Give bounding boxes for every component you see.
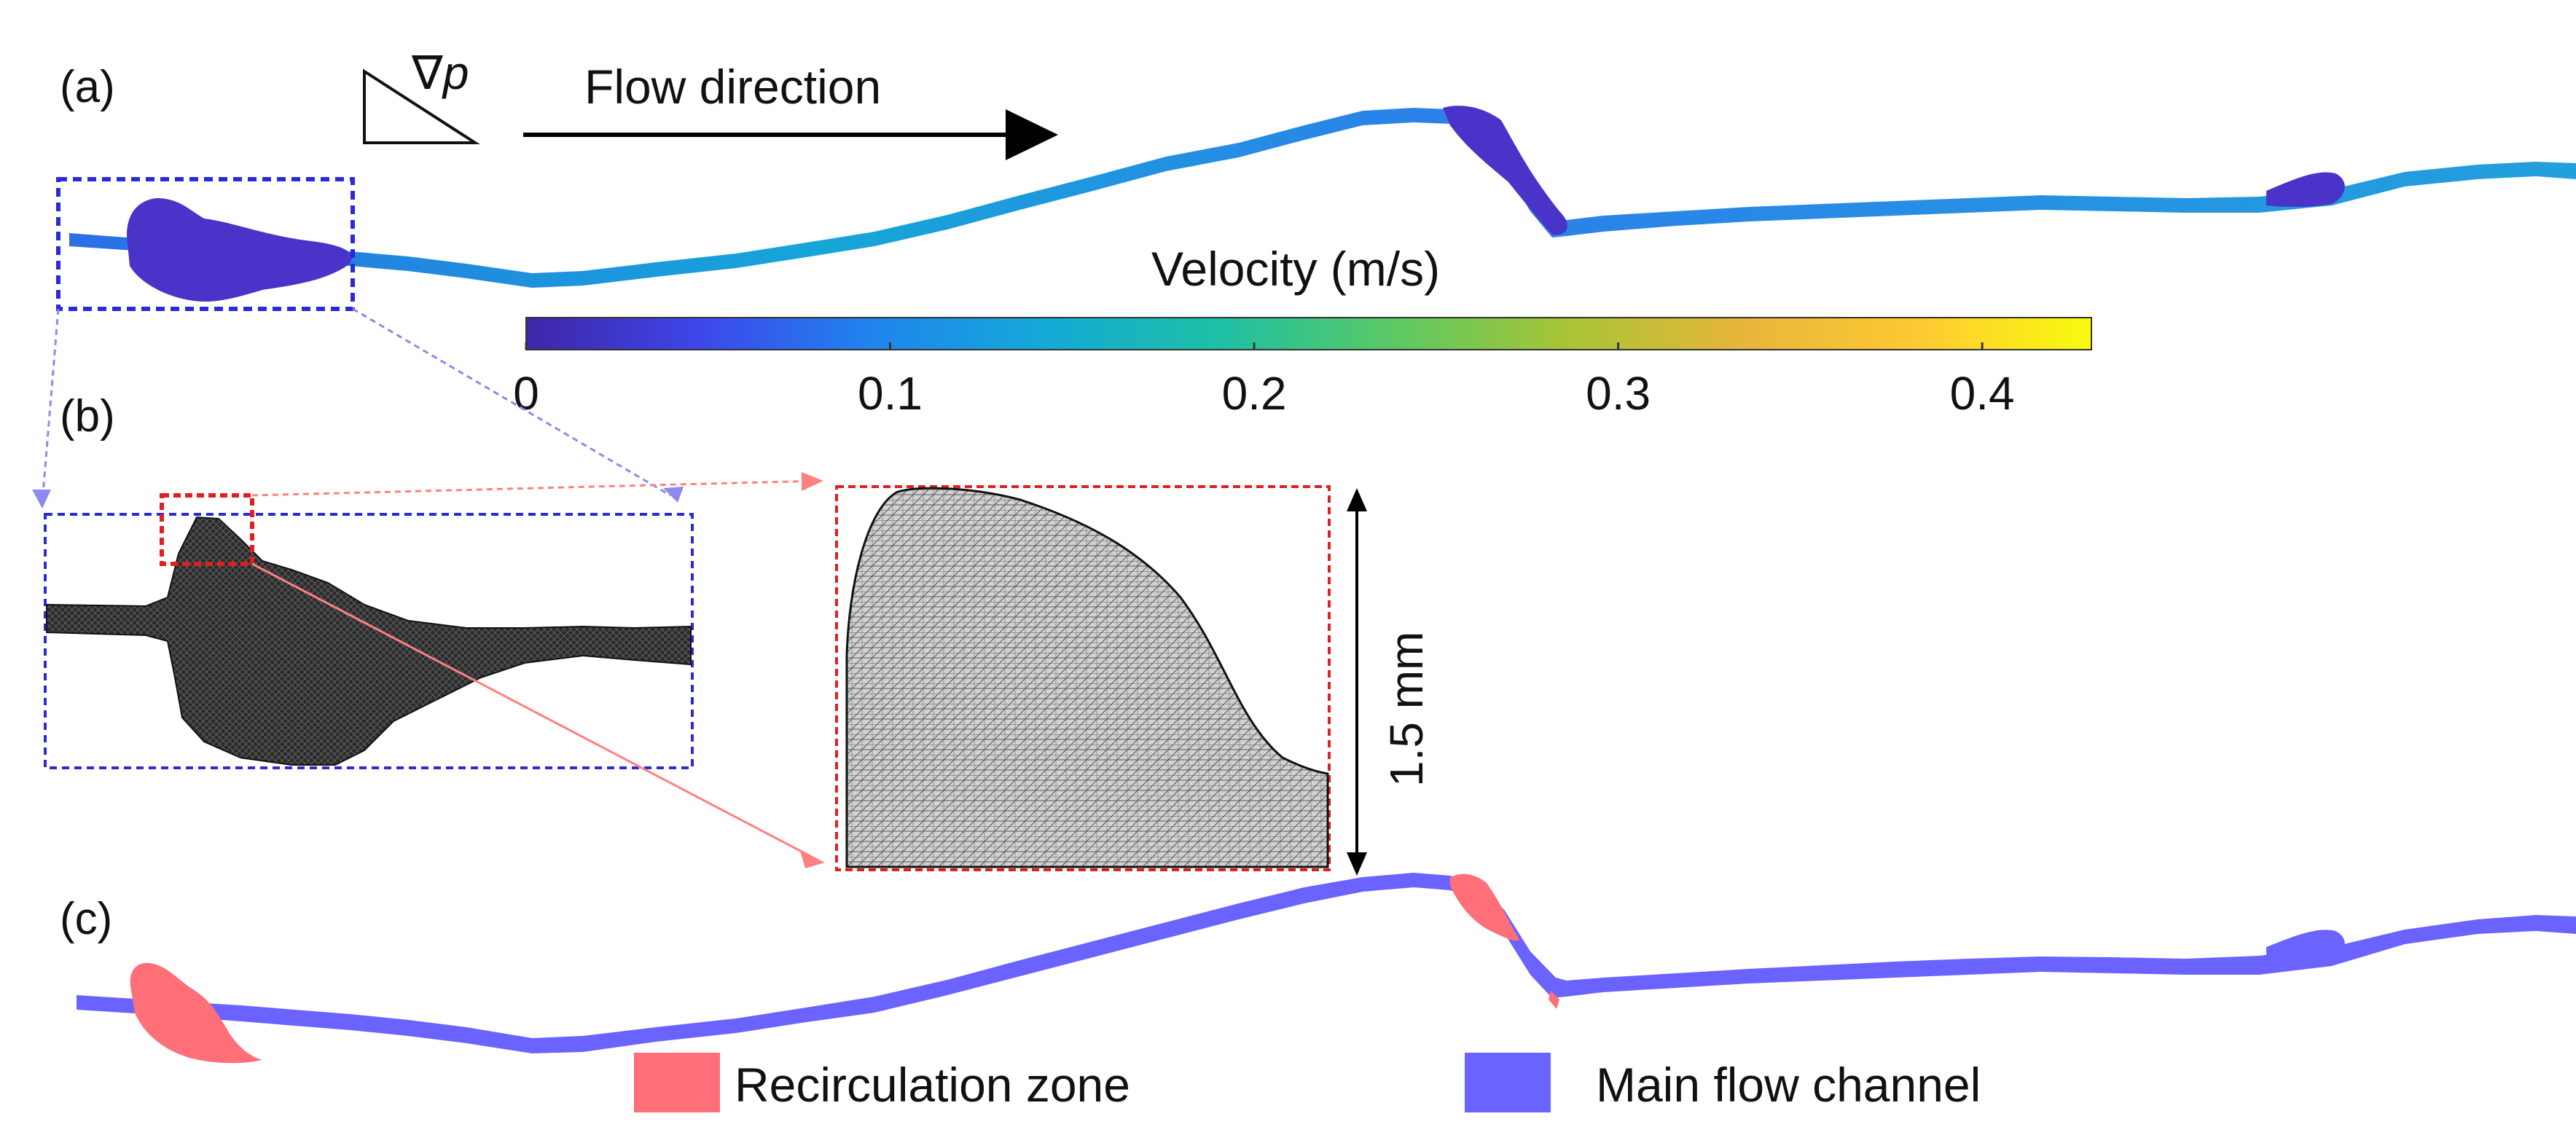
colorbar <box>525 317 2092 350</box>
zoomed-mesh-panel <box>835 485 1331 871</box>
panel-label-b: (b) <box>60 391 115 441</box>
zoom-box-a <box>56 177 355 311</box>
connector-a-to-b <box>32 307 684 508</box>
mesh-panel-b <box>44 513 694 769</box>
legend-swatch-main-flow <box>1465 1053 1551 1112</box>
legend-swatch-recirculation <box>634 1053 720 1112</box>
colorbar-tick-label: 0.4 <box>1950 367 2015 420</box>
colorbar-tick-label: 0.1 <box>858 367 923 420</box>
velocity-field-channel <box>69 106 2576 302</box>
colorbar-title: Velocity (m/s) <box>1151 242 1440 296</box>
scale-bar <box>1347 488 1367 876</box>
connector-b-to-zoom <box>251 472 825 868</box>
panel-label-c: (c) <box>60 894 112 944</box>
mesh-zoom <box>845 487 1329 868</box>
pressure-gradient-symbol: ∇p <box>411 47 469 99</box>
colorbar-tick-label: 0.3 <box>1586 367 1651 420</box>
flow-classification-channel <box>77 873 2576 1064</box>
flow-direction-arrow <box>523 109 1058 160</box>
zoom-box-b <box>160 493 254 566</box>
legend: Recirculation zone Main flow channel <box>634 1053 1981 1112</box>
pressure-gradient-wedge <box>363 68 480 144</box>
legend-label-main-flow: Main flow channel <box>1596 1058 1981 1112</box>
colorbar-ticks: 0 0.1 0.2 0.3 0.4 <box>513 342 2015 420</box>
colorbar-tick-label: 0 <box>513 367 539 420</box>
legend-label-recirculation: Recirculation zone <box>735 1058 1130 1112</box>
flow-direction-label: Flow direction <box>584 60 881 114</box>
mesh-overview <box>46 516 692 766</box>
colorbar-tick-label: 0.2 <box>1222 367 1287 420</box>
scale-bar-label: 1.5 mm <box>1380 632 1433 787</box>
panel-label-a: (a) <box>60 62 115 112</box>
